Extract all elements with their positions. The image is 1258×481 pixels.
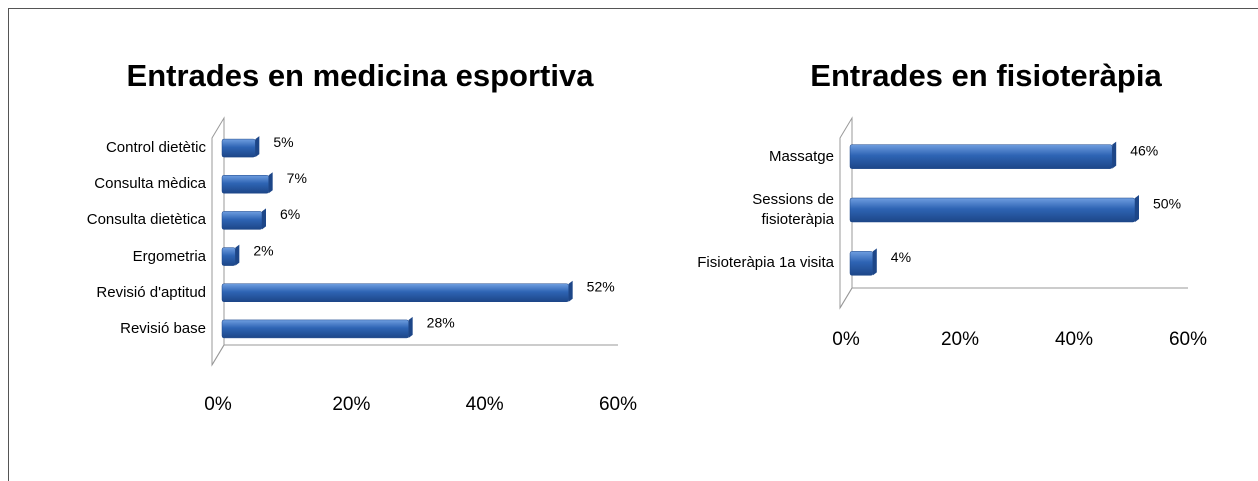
value-label: 28% [427, 315, 455, 331]
y-tick-label: Revisió base [120, 319, 206, 337]
bar-end [235, 244, 240, 266]
bar [221, 247, 236, 266]
bar [221, 211, 263, 230]
value-label: 46% [1130, 142, 1158, 158]
value-label: 4% [891, 249, 911, 265]
x-tick-label: 0% [204, 394, 232, 415]
y-tick-label: Consulta dietètica [86, 211, 206, 229]
y-tick-label-box: Consulta mèdica [94, 175, 206, 193]
y-tick-label-box: Control dietètic [105, 139, 206, 157]
chart-title: Entrades en fisioteràpia [810, 58, 1162, 93]
bar-end [408, 316, 413, 338]
value-label: 50% [1153, 196, 1181, 212]
bar [849, 251, 874, 276]
bar-end [1112, 141, 1117, 169]
y-tick-label: Control dietètic [105, 139, 206, 157]
bar [849, 197, 1136, 223]
bar-end [268, 172, 273, 194]
x-tick-label: 0% [832, 329, 860, 350]
y-tick-label: Sessions de fisioteràpia [752, 191, 834, 228]
value-label: 6% [280, 206, 300, 222]
y-tick-label: Ergometria [132, 247, 206, 265]
y-tick-label-box: Revisió d'aptitud [96, 283, 206, 301]
y-tick-label: Fisioteràpia 1a visita [697, 254, 834, 272]
y-tick-label-box: Sessions de fisioteràpia [752, 191, 834, 228]
frame [8, 8, 1258, 481]
bar-end [255, 136, 260, 158]
floor [211, 344, 618, 366]
floor [839, 287, 1188, 309]
value-label: 5% [273, 134, 293, 150]
y-tick-label: Massatge [768, 147, 834, 165]
bar [221, 138, 256, 158]
value-label: 7% [287, 170, 307, 186]
x-tick-label: 60% [599, 394, 637, 415]
bar-end [1135, 195, 1139, 222]
bar-end [262, 208, 266, 230]
value-label: 2% [253, 242, 273, 258]
y-tick-label: Revisió d'aptitud [96, 283, 206, 301]
x-tick-label: 20% [941, 329, 979, 350]
bar [221, 283, 569, 302]
bar [221, 175, 269, 194]
y-tick-label-box: Consulta dietètica [86, 211, 206, 229]
value-label: 52% [587, 278, 615, 294]
x-tick-label: 20% [332, 394, 370, 415]
y-tick-label-box: Revisió base [120, 319, 206, 337]
x-tick-label: 60% [1169, 329, 1207, 350]
y-tick-label-box: Fisioteràpia 1a visita [697, 254, 834, 272]
y-tick-label: Consulta mèdica [94, 175, 206, 193]
y-tick-label-box: Massatge [768, 147, 834, 165]
bar [849, 144, 1113, 169]
x-tick-label: 40% [466, 394, 504, 415]
bar-end [568, 280, 573, 302]
chart-title: Entrades en medicina esportiva [127, 58, 595, 93]
bar-end [872, 248, 877, 276]
bar [221, 319, 409, 339]
y-tick-label-box: Ergometria [132, 247, 206, 265]
x-tick-label: 40% [1055, 329, 1093, 350]
